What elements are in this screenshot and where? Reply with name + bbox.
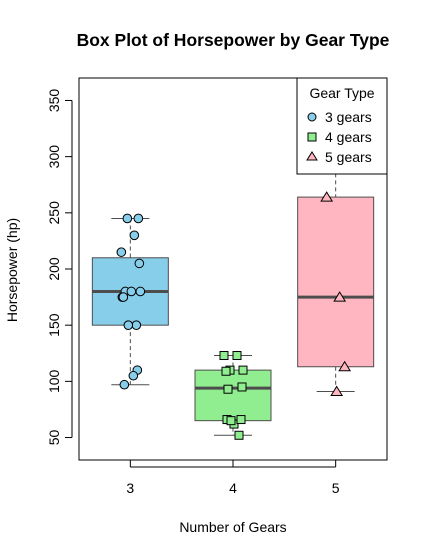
y-tick-label: 50 bbox=[46, 430, 62, 446]
data-point bbox=[134, 214, 143, 223]
legend: Gear Type 3 gears 4 gears 5 gears bbox=[297, 78, 387, 174]
data-point bbox=[127, 287, 136, 296]
data-point bbox=[123, 214, 132, 223]
x-tick-label: 5 bbox=[332, 480, 340, 496]
y-tick-label: 100 bbox=[46, 369, 62, 393]
y-tick-label: 200 bbox=[46, 257, 62, 281]
legend-marker-square bbox=[308, 133, 316, 141]
x-tick-label: 3 bbox=[126, 480, 134, 496]
data-point bbox=[129, 371, 138, 380]
legend-label: 3 gears bbox=[325, 109, 372, 125]
data-point bbox=[130, 231, 139, 240]
x-tick-label: 4 bbox=[229, 480, 237, 496]
box-body bbox=[195, 370, 271, 421]
box-group-3 bbox=[92, 218, 168, 384]
y-tick-label: 150 bbox=[46, 313, 62, 337]
data-point bbox=[233, 352, 241, 360]
x-axis-label: Number of Gears bbox=[179, 519, 286, 535]
legend-title: Gear Type bbox=[309, 85, 374, 101]
y-axis-label: Horsepower (hp) bbox=[4, 218, 20, 322]
legend-label: 5 gears bbox=[325, 149, 372, 165]
y-tick-label: 250 bbox=[46, 201, 62, 225]
data-point bbox=[222, 367, 230, 375]
data-point bbox=[239, 366, 247, 374]
data-point bbox=[132, 321, 141, 330]
data-point bbox=[117, 248, 126, 257]
data-point bbox=[321, 192, 332, 201]
legend-label: 4 gears bbox=[325, 129, 372, 145]
data-point bbox=[220, 352, 228, 360]
legend-marker-circle bbox=[308, 113, 316, 121]
data-point bbox=[135, 259, 144, 268]
data-point bbox=[124, 321, 133, 330]
data-point bbox=[119, 293, 128, 302]
data-point bbox=[235, 431, 243, 439]
data-point bbox=[136, 287, 145, 296]
data-point bbox=[227, 417, 235, 425]
data-point bbox=[224, 385, 232, 393]
y-tick-label: 300 bbox=[46, 145, 62, 169]
data-point bbox=[237, 416, 245, 424]
data-point bbox=[238, 383, 246, 391]
y-tick-label: 350 bbox=[46, 89, 62, 113]
data-point bbox=[120, 380, 129, 389]
box-body bbox=[298, 197, 374, 367]
chart-title: Box Plot of Horsepower by Gear Type bbox=[77, 30, 390, 50]
